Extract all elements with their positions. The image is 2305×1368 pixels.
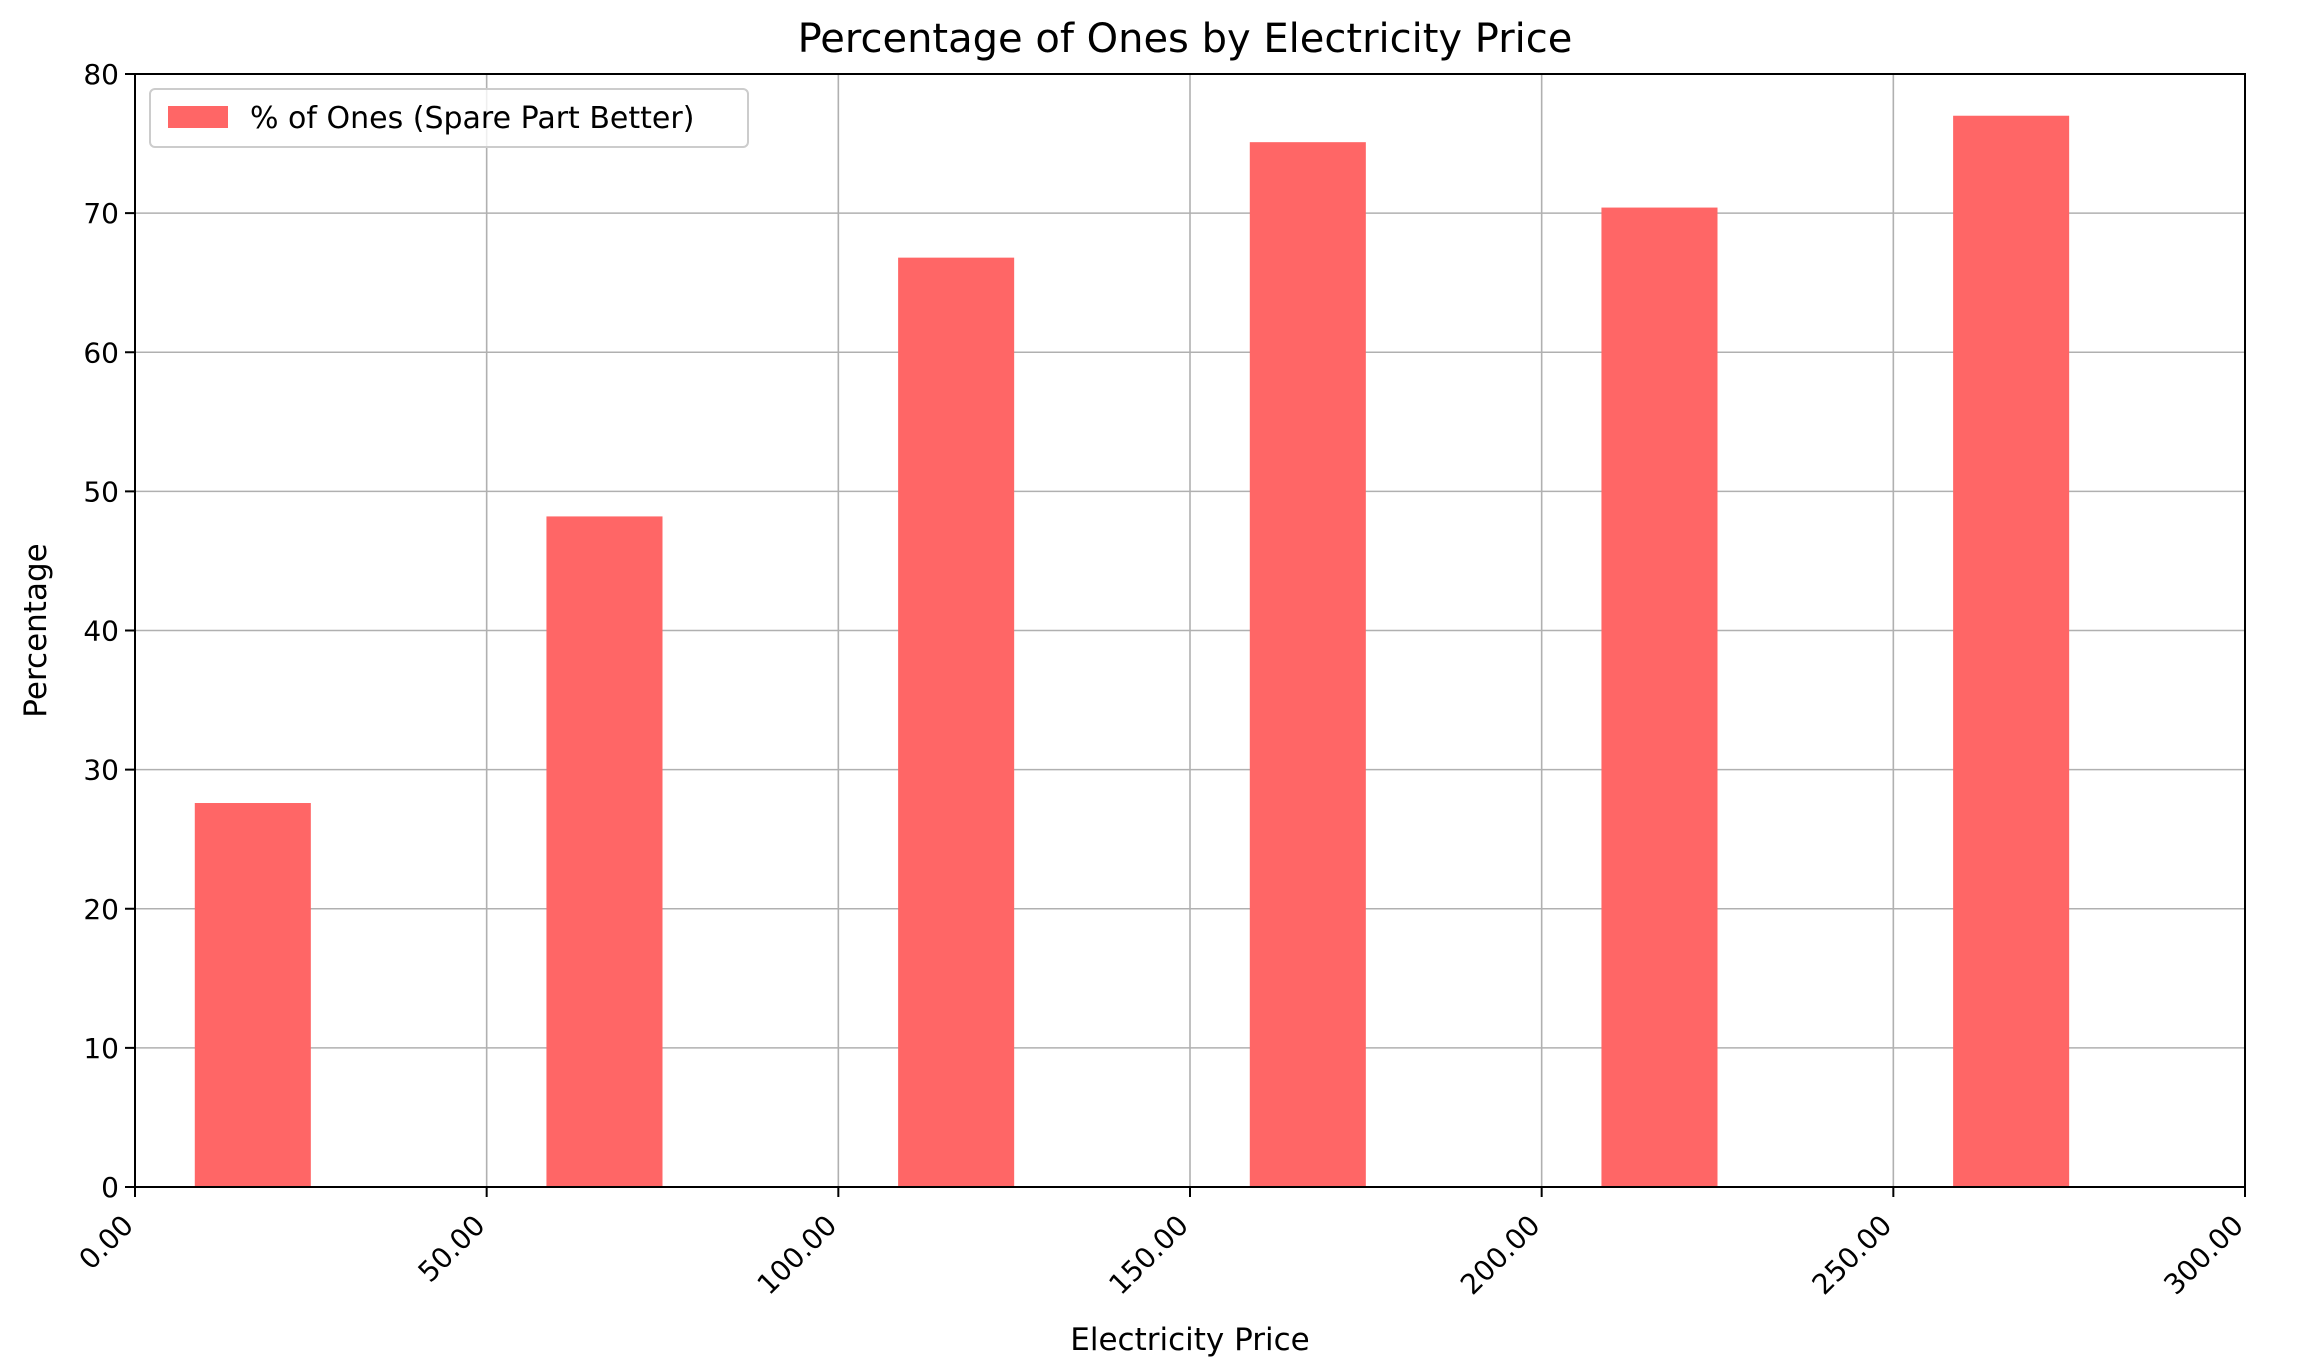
y-tick-label: 20 [83, 893, 119, 926]
legend-box [149, 88, 749, 148]
x-tick-label: 200.00 [1454, 1209, 1547, 1302]
grid-lines [134, 73, 2246, 1188]
x-tick-label: 100.00 [751, 1209, 844, 1302]
x-tick-label: 50.00 [412, 1209, 492, 1289]
bar [898, 257, 1015, 1187]
y-tick-label: 50 [83, 475, 119, 508]
x-axis-label: Electricity Price [1070, 1322, 1309, 1358]
y-axis-ticks: 0 10 20 30 40 50 60 70 80 [83, 58, 135, 1204]
y-tick-label: 70 [83, 197, 119, 230]
bar [1249, 142, 1366, 1187]
legend: % of Ones (Spare Part Better) [149, 88, 749, 148]
chart-title: Percentage of Ones by Electricity Price [798, 16, 1573, 62]
x-tick-label: 0.00 [73, 1209, 140, 1276]
y-tick-label: 40 [83, 615, 119, 648]
y-tick-label: 10 [83, 1032, 119, 1065]
y-tick-label: 30 [83, 754, 119, 787]
bar [1953, 115, 2070, 1187]
bar [1601, 207, 1718, 1187]
y-tick-label: 60 [83, 336, 119, 369]
bar [546, 516, 663, 1187]
legend-label: % of Ones (Spare Part Better) [250, 101, 694, 136]
y-tick-label: 80 [83, 58, 119, 91]
x-tick-label: 300.00 [2157, 1209, 2250, 1302]
legend-swatch [168, 106, 228, 128]
y-axis-label: Percentage [18, 543, 54, 717]
bars [194, 115, 2070, 1187]
x-tick-label: 150.00 [1102, 1209, 1195, 1302]
bar [194, 803, 311, 1187]
x-tick-label: 250.00 [1806, 1209, 1899, 1302]
x-axis-ticks: 0.00 50.00 100.00 150.00 200.00 250.00 300.00 [73, 1187, 2250, 1301]
y-tick-label: 0 [101, 1171, 119, 1204]
